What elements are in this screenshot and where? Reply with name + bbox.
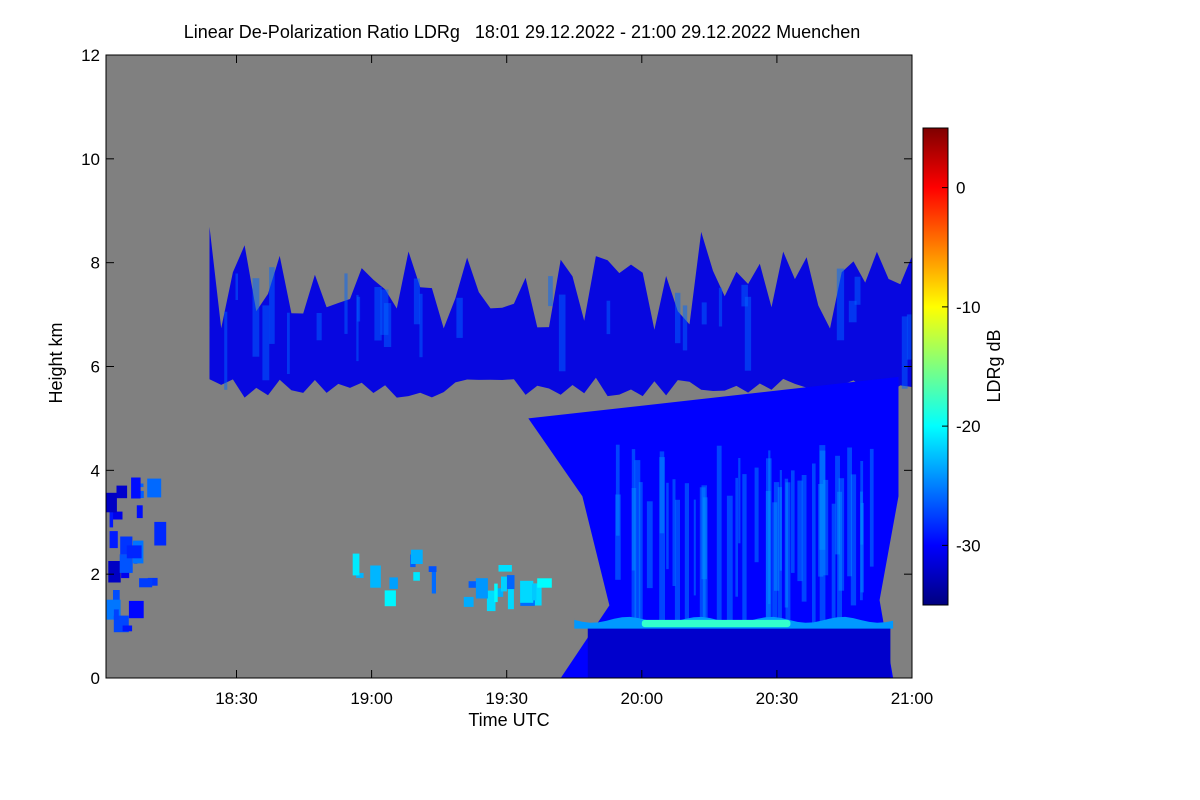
feature-upper-cirrus-layer [209,226,912,398]
colorbar-tick-label: -30 [956,536,981,555]
y-tick-label: 6 [91,358,100,377]
y-tick-label: 2 [91,565,100,584]
data-features [106,226,912,678]
y-tick-label: 10 [81,150,100,169]
y-tick-label: 4 [91,461,100,480]
feature-early-low-cloud [106,477,167,633]
x-tick-label: 19:00 [350,689,393,708]
x-tick-label: 20:00 [621,689,664,708]
colorbar-tick-label: -10 [956,298,981,317]
x-axis-label: Time UTC [468,710,549,730]
colorbar-tick-label: -20 [956,417,981,436]
axes: 18:30 19:00 19:30 20:00 20:30 21:00 0 2 4 6 8 10 12 [81,46,933,708]
feature-melting-layer [574,616,894,629]
y-tick-label: 8 [91,254,100,273]
colorbar-axis: 0 -10 -20 -30 [942,179,981,555]
x-tick-label: 18:30 [215,689,258,708]
colorbar [922,127,949,606]
y-tick-label: 12 [81,46,100,65]
y-tick-label: 0 [91,669,100,688]
colorbar-label: LDRg dB [984,329,1004,402]
x-tick-label: 21:00 [891,689,934,708]
x-tick-label: 19:30 [485,689,528,708]
colorbar-tick-label: 0 [956,179,965,198]
x-tick-label: 20:30 [756,689,799,708]
y-axis-label: Height km [46,322,66,403]
feature-low-cloud-patches [352,549,552,612]
feature-descending-fall-streaks [528,376,899,678]
chart-title: Linear De-Polarization Ratio LDRg 18:01 … [184,22,860,42]
